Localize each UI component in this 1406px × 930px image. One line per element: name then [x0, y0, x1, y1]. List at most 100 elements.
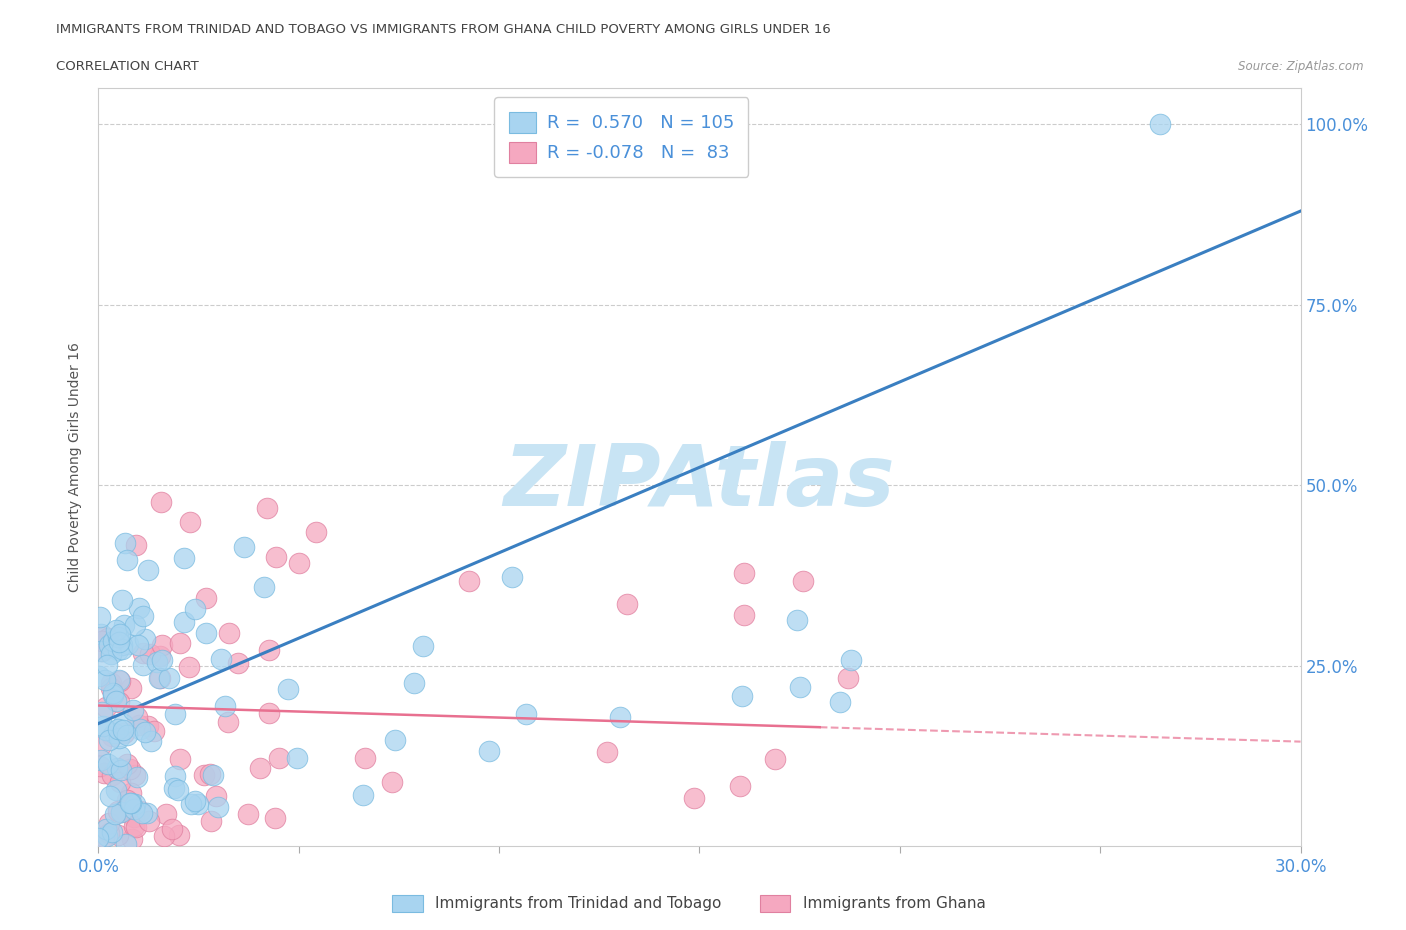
Point	[124, 797, 146, 812]
Point	[122, 802, 145, 817]
Point	[277, 682, 299, 697]
Point	[94, 723, 117, 737]
Point	[111, 638, 134, 653]
Point	[100, 767, 122, 782]
Point	[155, 806, 177, 821]
Point	[202, 768, 225, 783]
Point	[132, 608, 155, 623]
Point	[305, 525, 328, 539]
Point	[249, 761, 271, 776]
Point	[157, 671, 180, 685]
Point	[91, 633, 114, 648]
Point	[257, 706, 280, 721]
Point	[139, 734, 162, 749]
Point	[596, 745, 619, 760]
Point	[107, 828, 129, 843]
Point	[609, 710, 631, 724]
Point	[101, 825, 124, 840]
Point	[107, 630, 129, 644]
Point	[104, 622, 127, 637]
Point	[122, 810, 145, 825]
Point	[101, 729, 124, 744]
Point	[193, 768, 215, 783]
Point	[236, 806, 259, 821]
Point	[108, 731, 131, 746]
Point	[214, 698, 236, 713]
Point	[253, 580, 276, 595]
Point	[138, 813, 160, 828]
Point	[125, 819, 148, 834]
Point	[125, 769, 148, 784]
Point	[105, 761, 128, 776]
Point	[129, 804, 152, 818]
Point	[121, 702, 143, 717]
Point	[134, 631, 156, 646]
Point	[107, 643, 129, 658]
Point	[117, 637, 139, 652]
Point	[187, 796, 209, 811]
Point	[169, 636, 191, 651]
Text: Source: ZipAtlas.com: Source: ZipAtlas.com	[1239, 60, 1364, 73]
Text: CORRELATION CHART: CORRELATION CHART	[56, 60, 200, 73]
Point	[733, 565, 755, 580]
Point	[112, 618, 135, 632]
Point	[94, 699, 117, 714]
Point	[150, 495, 173, 510]
Point	[101, 687, 124, 702]
Point	[125, 538, 148, 552]
Point	[352, 787, 374, 802]
Point	[97, 757, 120, 772]
Point	[763, 751, 786, 766]
Point	[87, 830, 110, 845]
Point	[233, 539, 256, 554]
Point	[180, 796, 202, 811]
Point	[89, 759, 111, 774]
Point	[90, 626, 112, 641]
Point	[108, 635, 131, 650]
Point	[103, 725, 125, 740]
Point	[128, 722, 150, 737]
Point	[177, 659, 200, 674]
Point	[128, 717, 150, 732]
Legend: Immigrants from Trinidad and Tobago, Immigrants from Ghana: Immigrants from Trinidad and Tobago, Imm…	[387, 889, 991, 918]
Point	[150, 652, 173, 667]
Point	[90, 704, 112, 719]
Point	[179, 515, 201, 530]
Point	[110, 804, 132, 819]
Point	[122, 818, 145, 833]
Point	[148, 671, 170, 685]
Point	[163, 780, 186, 795]
Point	[97, 733, 120, 748]
Point	[124, 618, 146, 632]
Point	[93, 830, 115, 844]
Point	[145, 655, 167, 670]
Point	[458, 574, 481, 589]
Point	[97, 826, 120, 841]
Point	[478, 744, 501, 759]
Point	[93, 766, 115, 781]
Point	[173, 551, 195, 565]
Point	[105, 694, 128, 709]
Point	[104, 806, 127, 821]
Point	[209, 651, 232, 666]
Point	[828, 695, 851, 710]
Point	[839, 652, 862, 667]
Point	[107, 672, 129, 687]
Point	[115, 727, 138, 742]
Point	[731, 689, 754, 704]
Point	[114, 535, 136, 550]
Point	[108, 775, 131, 790]
Point	[256, 500, 278, 515]
Point	[264, 550, 287, 565]
Point	[111, 723, 134, 737]
Point	[730, 778, 752, 793]
Point	[165, 707, 187, 722]
Point	[207, 800, 229, 815]
Point	[217, 715, 239, 730]
Point	[90, 629, 112, 644]
Point	[1149, 117, 1171, 132]
Point	[198, 767, 221, 782]
Point	[132, 658, 155, 672]
Point	[94, 672, 117, 687]
Point	[90, 752, 112, 767]
